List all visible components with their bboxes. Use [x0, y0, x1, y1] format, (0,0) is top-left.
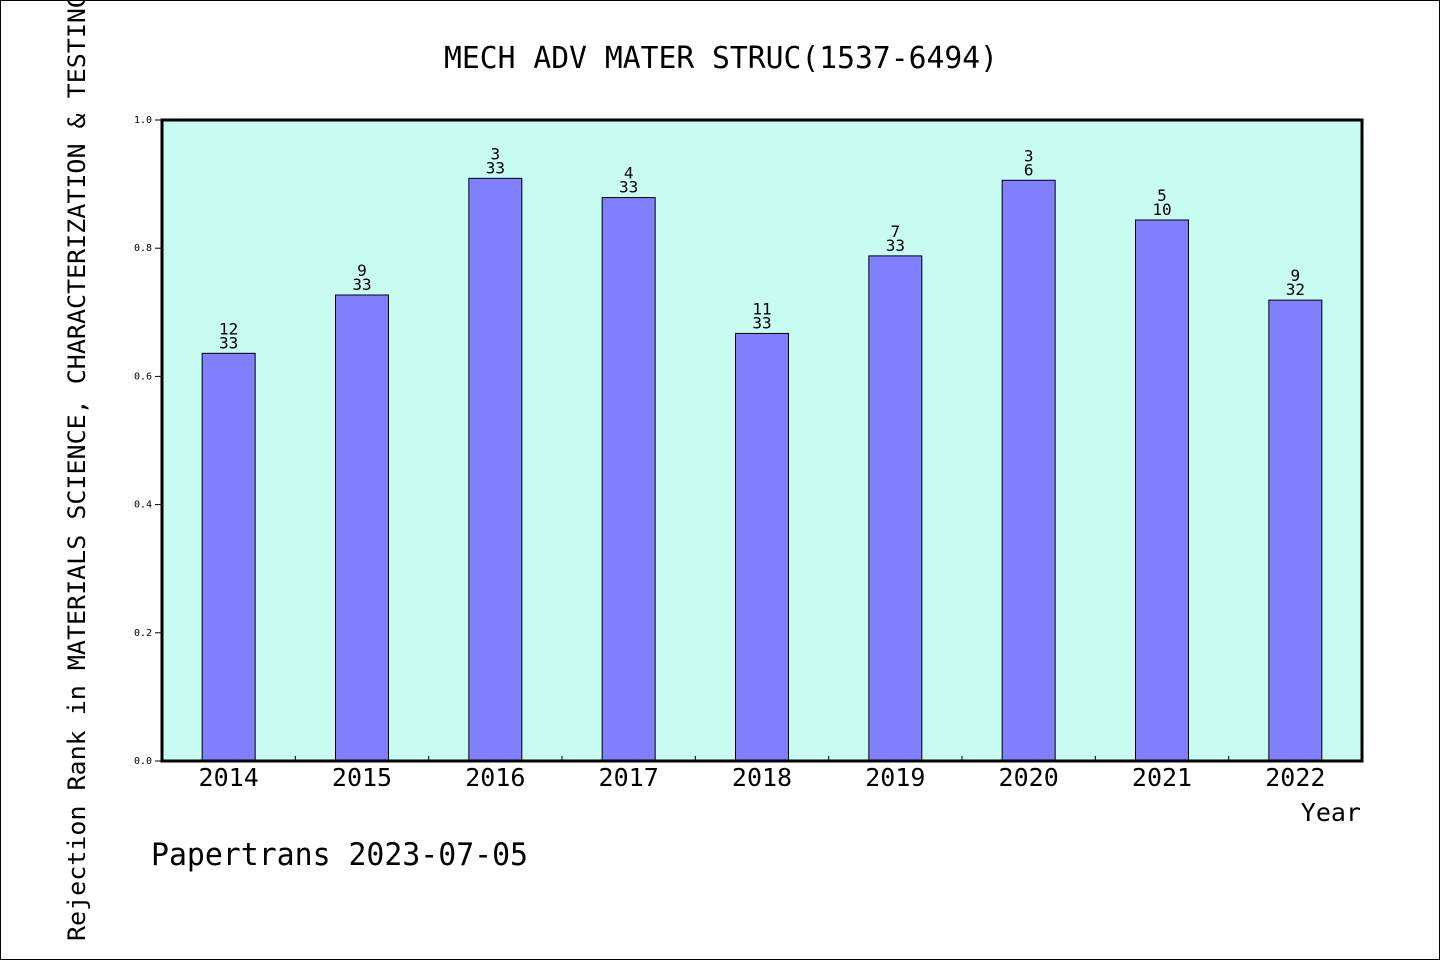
bar-label-bottom-2020: 6 [1024, 160, 1034, 179]
bar-label-bottom-2022: 32 [1286, 280, 1305, 299]
bar-2021 [1135, 219, 1189, 762]
bar-label-bottom-2017: 33 [619, 178, 638, 197]
y-tick-label-1.0: 1.0 [134, 115, 152, 126]
bar-label-top-2015: 9 [357, 261, 367, 280]
y-tick-label-0.4: 0.4 [134, 500, 152, 511]
x-tick-label-2017: 2017 [599, 763, 659, 792]
bar-label-top-2022: 9 [1291, 266, 1301, 285]
y-axis: 0.0 0.2 0.4 0.6 0.8 1.0 [134, 115, 162, 767]
bar-label-top-2018: 11 [752, 299, 771, 318]
bar-2016 [468, 177, 523, 762]
bar-label-bottom-2019: 33 [886, 236, 905, 255]
bar-2017 [601, 197, 656, 762]
plot-frame [160, 118, 1364, 763]
y-tick-label-0.2: 0.2 [134, 628, 152, 639]
bar-2015 [335, 294, 389, 762]
x-tick-label-2015: 2015 [332, 763, 392, 792]
bar-2014 [201, 352, 256, 762]
bar-label-top-2017: 4 [624, 164, 634, 183]
bar-label-top-2021: 5 [1157, 186, 1167, 205]
y-tick-label-0.0: 0.0 [134, 756, 152, 767]
bar-label-top-2019: 7 [891, 222, 901, 241]
bar-label-top-2016: 3 [491, 144, 501, 163]
bar-label-bottom-2014: 33 [219, 333, 238, 352]
y-tick-label-0.6: 0.6 [134, 371, 152, 382]
x-tick-label-2014: 2014 [199, 763, 259, 792]
y-axis-label: Rejection Rank in MATERIALS SCIENCE, CHA… [63, 1, 91, 941]
y-tick-label-0.8: 0.8 [134, 243, 152, 254]
chart-title: MECH ADV MATER STRUC(1537-6494) [444, 41, 998, 76]
x-tick-label-2021: 2021 [1132, 763, 1192, 792]
x-tick-label-2022: 2022 [1265, 763, 1325, 792]
bar-2022 [1268, 299, 1323, 762]
bars-group [201, 177, 1323, 762]
bar-label-top-2014: 12 [219, 319, 238, 338]
bar-label-top-2020: 3 [1024, 146, 1034, 165]
x-axis: 2014 2015 2016 2017 2018 2019 2020 2021 2022 [199, 756, 1325, 792]
watermark-text: Papertrans 2023-07-05 [151, 837, 528, 873]
bar-2020 [1001, 179, 1056, 762]
x-tick-label-2020: 2020 [999, 763, 1059, 792]
x-tick-label-2016: 2016 [465, 763, 525, 792]
bar-label-bottom-2021: 10 [1152, 200, 1171, 219]
bar-label-bottom-2016: 33 [486, 158, 505, 177]
x-tick-label-2019: 2019 [865, 763, 925, 792]
x-tick-label-2018: 2018 [732, 763, 792, 792]
bar-label-bottom-2015: 33 [352, 275, 371, 294]
bar-2019 [868, 255, 923, 762]
bar-label-bottom-2018: 33 [752, 313, 771, 332]
x-axis-label: Year [1301, 798, 1361, 827]
bar-2018 [735, 332, 789, 762]
